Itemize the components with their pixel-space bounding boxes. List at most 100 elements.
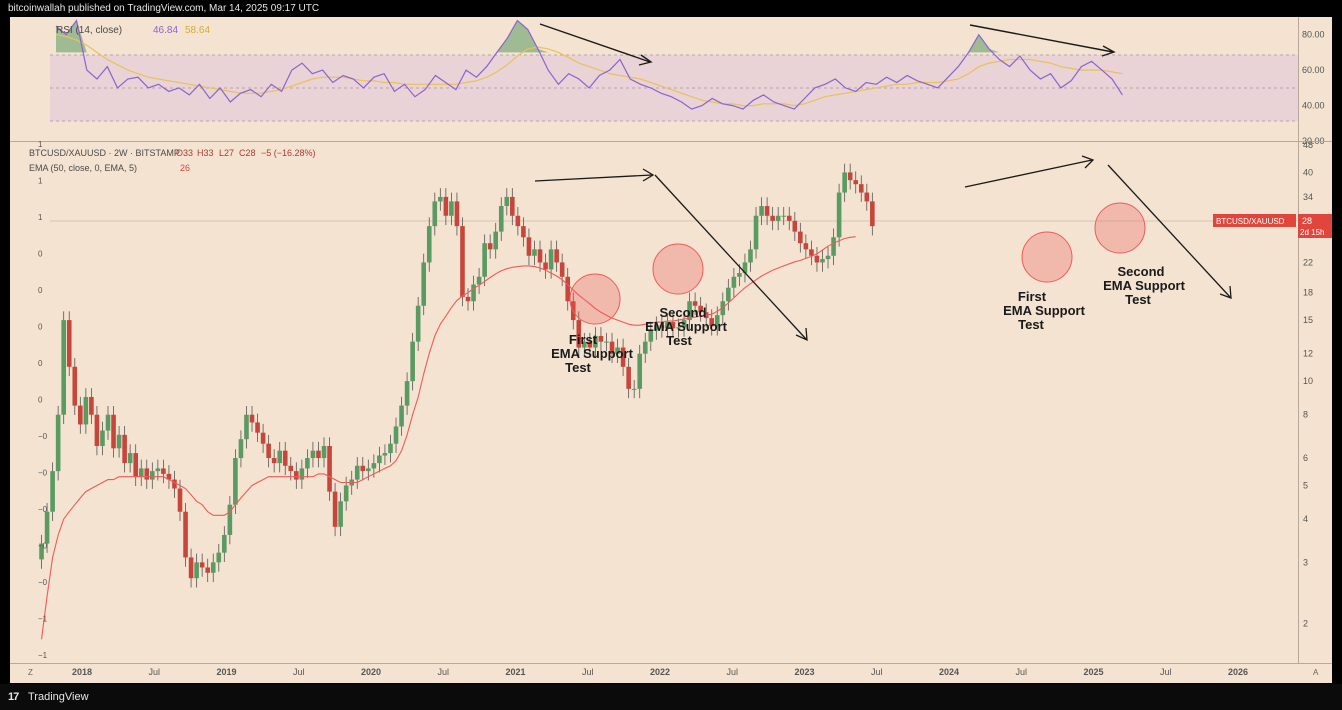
candle-body [698, 305, 703, 313]
time-tick-label[interactable]: Jul [871, 667, 883, 677]
time-tick-label[interactable]: 2022 [650, 667, 670, 677]
symbol-tag-label: BTCUSD/XAUUSD [1216, 217, 1285, 226]
tradingview-brand[interactable]: TradingView [28, 691, 89, 703]
time-tick-label[interactable]: Jul [437, 667, 449, 677]
candle-body [150, 471, 155, 480]
rsi-panel: RSI (14, close) 46.84 58.64 80.00 60.00 40… [50, 19, 1325, 146]
candle-body [637, 353, 643, 389]
chart-canvas[interactable]: RSI (14, close) 46.84 58.64 80.0060.0040… [10, 17, 1332, 683]
candle-body [870, 201, 875, 227]
price-tag-countdown: 2d 15h [1300, 228, 1324, 237]
candle-body [89, 396, 94, 415]
time-tick-label[interactable]: 2024 [939, 667, 959, 677]
price-tick-label: 2 [1303, 618, 1308, 628]
ema-test-labels: First EMA Support Test Second EMA Suppor… [551, 264, 1186, 375]
time-tick-label[interactable]: Jul [726, 667, 738, 677]
rsi-line [55, 19, 1123, 110]
candle-body [421, 262, 427, 306]
left-tick-label: 1 [38, 140, 43, 149]
left-tick-label: −0 [38, 505, 48, 514]
candle-body [61, 320, 66, 415]
candle-body [415, 305, 421, 342]
candle-body [288, 465, 294, 472]
price-tick-label: 18 [1303, 288, 1313, 298]
candle-body [393, 426, 399, 444]
candle-body [216, 552, 222, 563]
candle-body [775, 215, 781, 221]
left-axis: 1 1 1 0 0 0 0 0 −0 −0 −0 −0 −0 −1 −1 [38, 140, 48, 660]
candle-body [631, 388, 637, 390]
time-tick-label[interactable]: 2018 [72, 667, 92, 677]
ohlc-change: −5 (−16.28%) [261, 148, 316, 158]
candle-body [432, 201, 438, 227]
candle-body [493, 231, 499, 250]
candle-body [609, 341, 615, 354]
price-tick-label: 3 [1303, 557, 1308, 567]
candle-body [548, 249, 554, 270]
time-tick-label[interactable]: Jul [1160, 667, 1172, 677]
candle-body [786, 215, 792, 221]
candle-body [443, 196, 449, 216]
down-arrowhead-2 [1219, 285, 1232, 299]
candle-body [482, 243, 487, 277]
higher-high-line-1 [534, 174, 653, 182]
last-price-tag: BTCUSD/XAUUSD 28 2d 15h [1213, 214, 1332, 238]
time-tick-label[interactable]: Jul [293, 667, 305, 677]
left-tick-label: −1 [38, 651, 48, 660]
candle-body [343, 485, 349, 502]
trend-drawings [534, 155, 1232, 342]
time-axis: 2018 Jul 2019 Jul 2020 Jul 2021 Jul 2022 Jul 2023 J… [72, 667, 1248, 677]
candle-body [183, 511, 188, 558]
candle-body [559, 262, 565, 277]
candle-body [792, 220, 798, 232]
candle-body [244, 414, 249, 440]
candle-body [271, 458, 277, 464]
time-axis-corner-left[interactable]: Z [28, 668, 33, 677]
candle-body [454, 201, 460, 227]
time-tick-label[interactable]: Jul [582, 667, 594, 677]
candle-body [543, 262, 548, 270]
left-tick-label: 1 [38, 177, 43, 186]
candle-body [537, 249, 543, 263]
candle-body [692, 301, 698, 306]
candle-body [676, 327, 681, 329]
tradingview-logo-icon[interactable]: 17 [8, 691, 19, 703]
rsi-ma-legend-value: 58.64 [185, 25, 210, 36]
candle-body [831, 237, 836, 256]
rsi-arrow-1-head [638, 54, 653, 66]
candle-body [654, 325, 659, 331]
time-tick-label[interactable]: 2020 [361, 667, 381, 677]
candle-body [399, 405, 404, 427]
candle-body [105, 414, 111, 431]
time-tick-label[interactable]: 2023 [794, 667, 814, 677]
time-tick-label[interactable]: 2021 [505, 667, 525, 677]
candle-body [510, 196, 515, 216]
time-tick-label[interactable]: 2026 [1228, 667, 1248, 677]
candle-body [172, 479, 177, 489]
time-tick-label[interactable]: 2025 [1083, 667, 1103, 677]
price-tag-value: 28 [1302, 216, 1312, 226]
candle-body [371, 463, 377, 469]
rsi-arrow-2-head [1101, 45, 1116, 57]
candle-body [404, 381, 410, 406]
candle-body [388, 443, 393, 454]
candle-body [116, 434, 122, 449]
time-tick-label[interactable]: Jul [1015, 667, 1027, 677]
price-tick-label: 34 [1303, 192, 1313, 202]
time-tick-label[interactable]: 2019 [216, 667, 236, 677]
price-tick-label: 40 [1303, 167, 1313, 177]
candle-body [39, 543, 44, 560]
candle-body [620, 347, 626, 367]
left-tick-label: −0 [38, 578, 48, 587]
candle-body [737, 273, 742, 277]
candle-body [100, 430, 105, 446]
candle-body [604, 341, 609, 343]
time-tick-label[interactable]: Jul [148, 667, 160, 677]
candles [39, 163, 875, 588]
rsi-divergence-arrows [539, 23, 1116, 66]
candle-body [127, 453, 133, 464]
time-axis-corner-right[interactable]: A [1313, 668, 1319, 677]
candle-body [498, 206, 504, 232]
price-tick-label: 22 [1303, 257, 1313, 267]
candle-body [360, 465, 366, 472]
